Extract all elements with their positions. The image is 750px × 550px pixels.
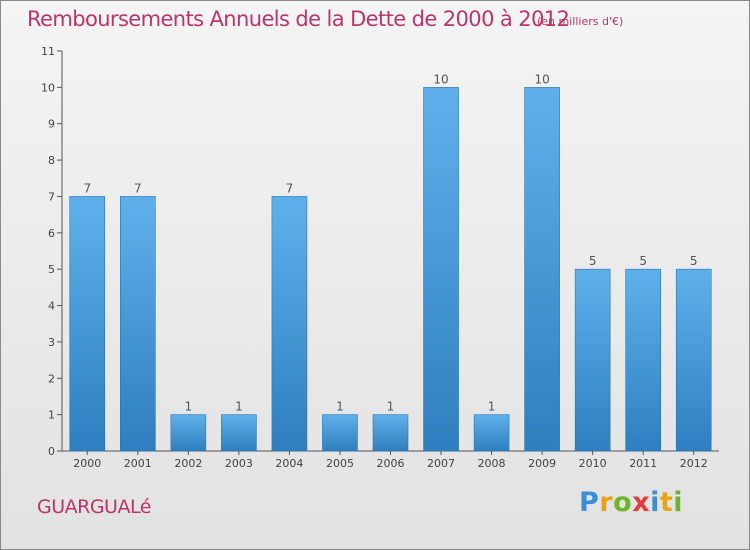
data-label: 1 bbox=[235, 400, 243, 414]
y-tick-label: 9 bbox=[48, 118, 55, 131]
y-tick-label: 8 bbox=[48, 154, 55, 167]
x-tick-label: 2011 bbox=[629, 457, 657, 470]
bar bbox=[423, 87, 459, 452]
bar bbox=[372, 414, 409, 452]
y-tick-label: 0 bbox=[48, 445, 55, 458]
x-tick-label: 2005 bbox=[326, 457, 354, 470]
y-tick-label: 2 bbox=[48, 372, 55, 385]
proxiti-logo: Proxiti bbox=[579, 487, 683, 518]
y-tick-label: 10 bbox=[41, 81, 55, 94]
y-tick-label: 11 bbox=[41, 45, 55, 58]
y-tick-label: 1 bbox=[48, 409, 55, 422]
bar bbox=[625, 268, 661, 452]
bar bbox=[675, 268, 712, 452]
commune-name: GUARGUALé bbox=[37, 496, 151, 518]
x-tick-label: 2009 bbox=[528, 457, 556, 470]
data-label: 10 bbox=[534, 72, 549, 86]
data-label: 5 bbox=[589, 254, 597, 268]
x-tick-label: 2001 bbox=[124, 457, 152, 470]
logo-letter: r bbox=[599, 487, 614, 518]
y-tick-label: 4 bbox=[48, 300, 55, 313]
x-tick-label: 2002 bbox=[174, 457, 202, 470]
x-tick-label: 2003 bbox=[225, 457, 253, 470]
data-label: 7 bbox=[134, 181, 142, 195]
logo-letter: t bbox=[659, 487, 674, 518]
x-tick-label: 2007 bbox=[427, 457, 455, 470]
bar bbox=[69, 196, 106, 452]
bar bbox=[524, 87, 560, 452]
chart-title: Remboursements Annuels de la Dette de 20… bbox=[27, 7, 570, 31]
x-tick-label: 2006 bbox=[377, 457, 405, 470]
logo-letter: i bbox=[650, 487, 660, 518]
y-tick-label: 7 bbox=[48, 190, 55, 203]
data-label: 1 bbox=[336, 400, 344, 414]
x-tick-label: 2012 bbox=[680, 457, 708, 470]
logo-letter: i bbox=[673, 487, 684, 518]
x-tick-label: 2010 bbox=[579, 457, 607, 470]
data-label: 1 bbox=[387, 400, 395, 414]
bar bbox=[322, 414, 358, 452]
bar bbox=[120, 196, 156, 452]
data-label: 7 bbox=[83, 181, 91, 195]
bar bbox=[221, 414, 257, 452]
bar bbox=[473, 414, 510, 452]
y-tick-label: 5 bbox=[48, 263, 55, 276]
logo-letter: x bbox=[632, 487, 651, 518]
x-tick-label: 2008 bbox=[478, 457, 506, 470]
data-label: 10 bbox=[433, 72, 448, 86]
data-label: 5 bbox=[639, 254, 647, 268]
logo-letter: P bbox=[579, 487, 600, 518]
data-label: 1 bbox=[185, 400, 193, 414]
data-label: 5 bbox=[690, 254, 698, 268]
data-label: 7 bbox=[286, 181, 294, 195]
x-tick-label: 2004 bbox=[275, 457, 303, 470]
bar bbox=[271, 196, 308, 452]
data-label: 1 bbox=[488, 400, 496, 414]
y-tick-label: 6 bbox=[48, 227, 55, 240]
logo-letter: o bbox=[613, 487, 633, 518]
y-tick-label: 3 bbox=[48, 336, 55, 349]
chart-unit: (en milliers d'€) bbox=[537, 15, 624, 28]
bar bbox=[574, 268, 611, 452]
bar bbox=[170, 414, 207, 452]
x-tick-label: 2000 bbox=[73, 457, 101, 470]
